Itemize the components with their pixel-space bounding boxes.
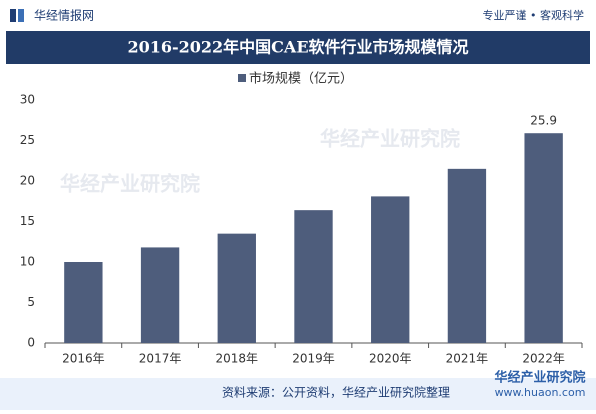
y-tick-label: 30	[20, 93, 35, 107]
legend-swatch	[238, 74, 246, 82]
bar	[64, 262, 103, 343]
x-tick-label: 2019年	[292, 352, 335, 366]
chart-title: 2016-2022年中国CAE软件行业市场规模情况	[127, 38, 468, 57]
y-tick-label: 0	[27, 336, 35, 350]
bar	[524, 133, 563, 343]
slogan: 专业严谨 • 客观科学	[483, 8, 584, 22]
bar	[140, 247, 180, 343]
bar	[217, 233, 256, 343]
y-tick-label: 20	[20, 174, 35, 188]
x-tick-label: 2021年	[446, 352, 489, 366]
y-tick-label: 5	[27, 295, 35, 309]
x-tick-label: 2016年	[62, 352, 105, 366]
x-tick-label: 2018年	[216, 352, 259, 366]
x-tick-label: 2020年	[369, 352, 412, 366]
footer-url: www.huaon.com	[495, 386, 586, 399]
legend-label: 市场规模（亿元）	[249, 71, 353, 87]
y-tick-label: 15	[20, 214, 35, 228]
logo-icon	[18, 9, 24, 22]
x-tick-label: 2017年	[139, 352, 182, 366]
watermark: 华经产业研究院	[320, 127, 460, 151]
watermark: 华经产业研究院	[60, 172, 200, 196]
y-tick-label: 10	[20, 255, 35, 269]
bar	[294, 210, 333, 343]
bar	[371, 196, 410, 343]
y-tick-label: 25	[20, 133, 35, 147]
source: 资料来源：公开资料，华经产业研究院整理	[222, 385, 450, 400]
brand: 华经情报网	[34, 8, 94, 23]
bar	[447, 168, 487, 343]
logo-icon	[10, 9, 16, 22]
footer-logo: 华经产业研究院	[494, 370, 585, 386]
footer-band	[0, 378, 596, 410]
x-tick-label: 2022年	[522, 352, 565, 366]
title-band	[6, 31, 590, 64]
data-label: 25.9	[530, 114, 557, 128]
